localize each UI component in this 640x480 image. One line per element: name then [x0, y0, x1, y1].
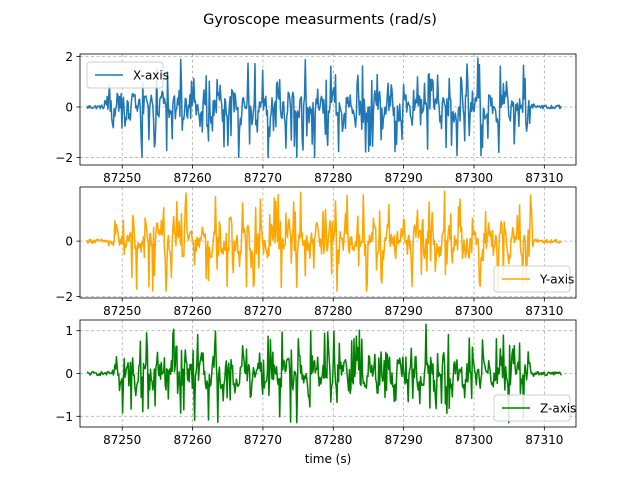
- subplot-3: 87250 87260 87270 87280 87290 87300 87310 −1 0 1 t…: [55, 319, 577, 466]
- legend: X-axis: [86, 61, 169, 89]
- x-tick-label: 87260: [173, 433, 211, 447]
- y-tick-label: 1: [65, 324, 73, 338]
- x-tick-label: 87310: [525, 304, 563, 318]
- y-tick-label: 0: [65, 235, 73, 249]
- x-tick-label: 87290: [385, 433, 423, 447]
- x-tick-label: 87270: [244, 304, 282, 318]
- legend-box: [493, 265, 571, 293]
- subplot-1: 87250 87260 87270 87280 87290 87300 87310 −2 0 2 X…: [55, 50, 577, 185]
- y-tick-label: 2: [65, 50, 73, 64]
- series-line-y-axis: [86, 190, 562, 292]
- chart-panels: 87250 87260 87270 87280 87290 87300 87310 −2 0 2 X…: [55, 50, 577, 466]
- y-tick-label: −2: [55, 290, 73, 304]
- y-tick-label: 0: [65, 100, 73, 114]
- x-tick-label: 87310: [525, 433, 563, 447]
- axes-frame: [79, 186, 577, 299]
- x-tick-label: 87250: [103, 304, 141, 318]
- x-tick-label: 87290: [385, 171, 423, 185]
- legend-label: X-axis: [133, 69, 169, 83]
- x-tick-label: 87310: [525, 171, 563, 185]
- axes-frame: [79, 53, 577, 166]
- x-tick-label: 87250: [103, 171, 141, 185]
- legend: Y-axis: [493, 265, 574, 293]
- x-tick-label: 87250: [103, 433, 141, 447]
- legend: Z-axis: [493, 394, 576, 422]
- subplot-2: 87250 87260 87270 87280 87290 87300 87310 −2 0 Y-…: [55, 186, 577, 318]
- x-tick-label: 87280: [314, 304, 352, 318]
- x-tick-label: 87300: [455, 304, 493, 318]
- x-tick-label: 87290: [385, 304, 423, 318]
- figure-title: Gyroscope measurments (rad/s): [203, 12, 437, 28]
- x-tick-label: 87300: [455, 433, 493, 447]
- y-tick-label: 0: [65, 367, 73, 381]
- legend-label: Y-axis: [539, 273, 574, 287]
- x-tick-label: 87300: [455, 171, 493, 185]
- legend-box: [86, 61, 164, 89]
- legend-label: Z-axis: [540, 402, 576, 416]
- x-tick-label: 87280: [314, 171, 352, 185]
- x-tick-label: 87270: [244, 433, 282, 447]
- y-tick-label: −2: [55, 151, 73, 165]
- legend-box: [493, 394, 571, 422]
- x-tick-label: 87280: [314, 433, 352, 447]
- series-line-z-axis: [86, 323, 563, 424]
- x-tick-label: 87260: [173, 171, 211, 185]
- x-axis-label: time (s): [305, 452, 352, 466]
- series-line-x-axis: [86, 57, 563, 159]
- x-tick-label: 87270: [244, 171, 282, 185]
- y-tick-label: −1: [55, 410, 73, 424]
- x-tick-label: 87260: [173, 304, 211, 318]
